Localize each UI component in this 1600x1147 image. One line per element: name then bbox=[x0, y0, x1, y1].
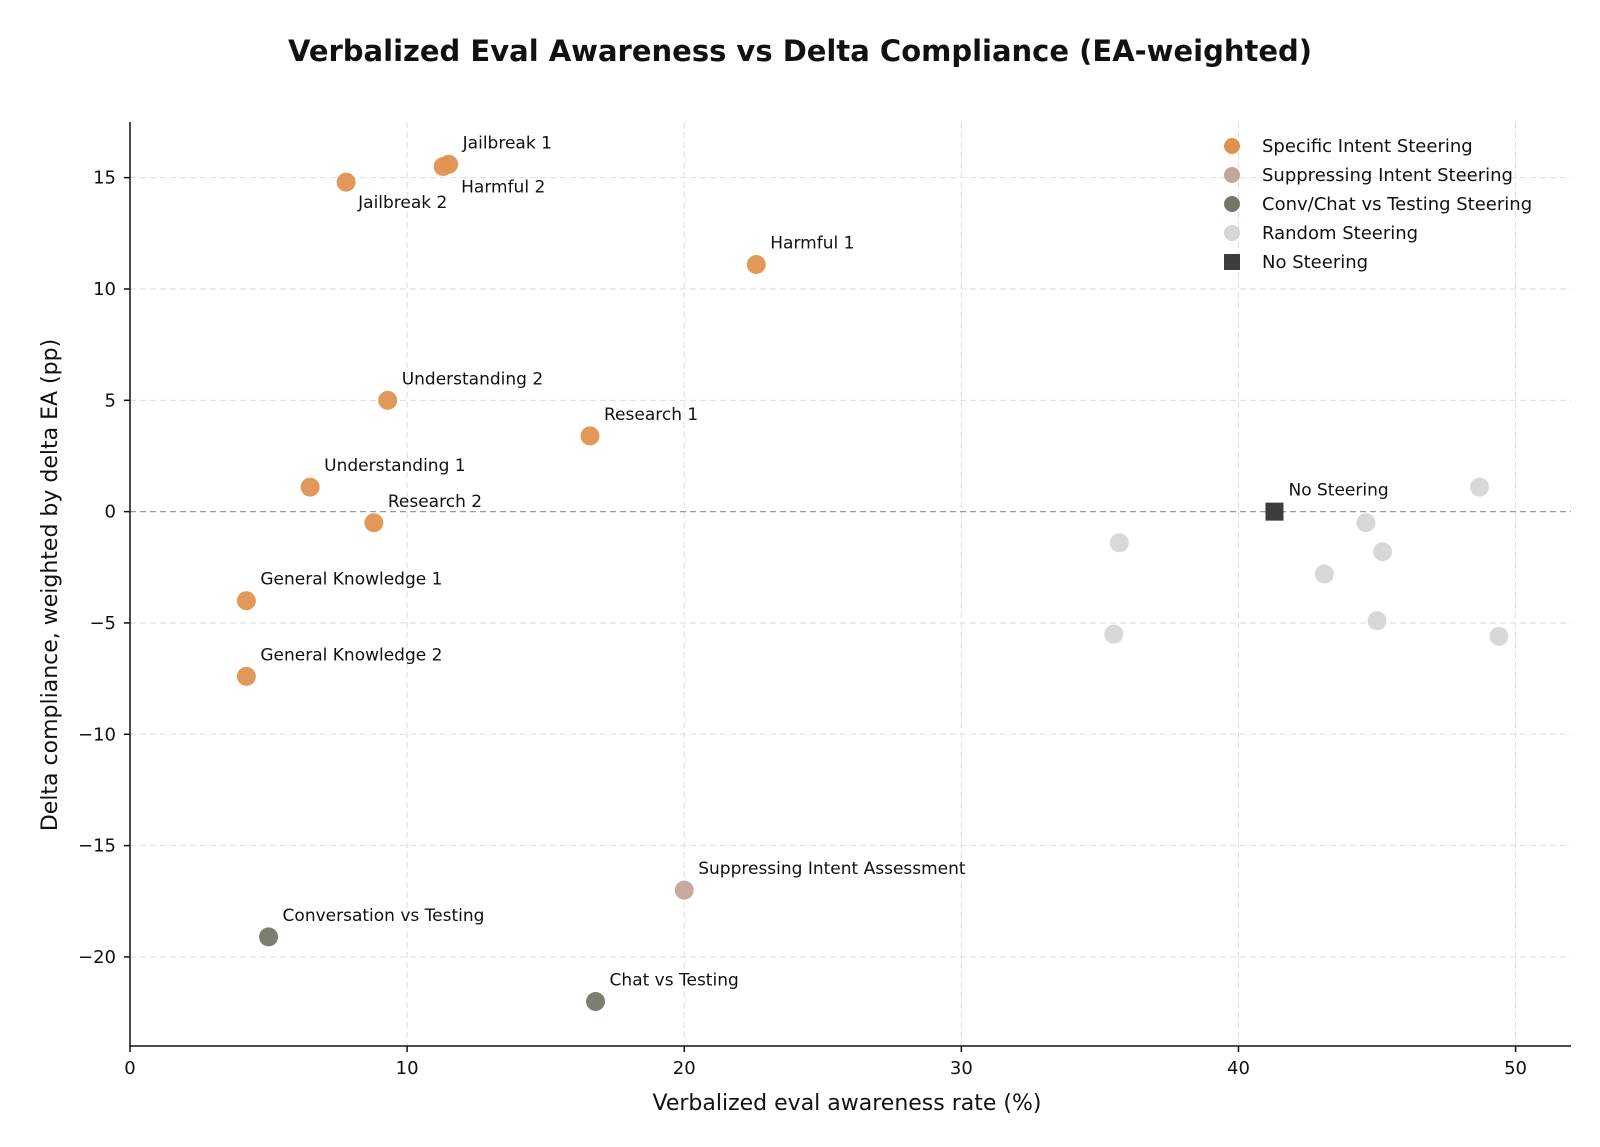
point-label-no-steering: No Steering bbox=[1288, 481, 1388, 501]
point-specific-intent-steering bbox=[378, 390, 398, 410]
point-no-steering bbox=[1265, 502, 1284, 521]
chart-title: Verbalized Eval Awareness vs Delta Compl… bbox=[288, 34, 1312, 68]
point-random-steering bbox=[1104, 624, 1124, 644]
legend-marker-suppressing-intent-steering bbox=[1224, 167, 1240, 183]
axes bbox=[129, 122, 1571, 1047]
x-tick-label: 20 bbox=[673, 1058, 696, 1079]
point-label-harmful-2: Harmful 2 bbox=[461, 178, 545, 198]
point-random-steering bbox=[1373, 542, 1393, 562]
point-conv-chat-vs-testing-steering bbox=[259, 927, 279, 947]
point-label-suppressing-intent-assessment: Suppressing Intent Assessment bbox=[698, 859, 966, 879]
data-points bbox=[236, 154, 1509, 1011]
x-tick-label: 0 bbox=[124, 1058, 135, 1079]
point-random-steering bbox=[1109, 533, 1129, 553]
point-random-steering bbox=[1470, 477, 1490, 497]
point-label-jailbreak-1: Jailbreak 1 bbox=[462, 133, 552, 153]
point-conv-chat-vs-testing-steering bbox=[586, 991, 606, 1011]
point-specific-intent-steering bbox=[364, 513, 384, 533]
point-labels: Jailbreak 1 Harmful 2 Jailbreak 2 Harmful 1… bbox=[260, 133, 1388, 990]
grid bbox=[129, 122, 1571, 1046]
y-tick-label: −10 bbox=[78, 724, 116, 745]
point-specific-intent-steering bbox=[746, 254, 766, 274]
legend-marker-specific-intent-steering bbox=[1224, 138, 1240, 154]
point-specific-intent-steering bbox=[236, 591, 256, 611]
point-label-understanding-2: Understanding 2 bbox=[402, 369, 543, 389]
point-label-understanding-1: Understanding 1 bbox=[324, 456, 465, 476]
y-tick-label: −20 bbox=[78, 947, 116, 968]
x-tick-label: 40 bbox=[1227, 1058, 1250, 1079]
point-specific-intent-steering bbox=[580, 426, 600, 446]
legend-entry-conv-chat-vs-testing-steering: Conv/Chat vs Testing Steering bbox=[1262, 194, 1532, 215]
legend-entry-suppressing-intent-steering: Suppressing Intent Steering bbox=[1262, 165, 1513, 186]
point-label-jailbreak-2: Jailbreak 2 bbox=[357, 193, 447, 213]
legend-entry-specific-intent-steering: Specific Intent Steering bbox=[1262, 136, 1473, 157]
point-label-research-1: Research 1 bbox=[604, 405, 698, 425]
legend: Specific Intent Steering Suppressing Inte… bbox=[1224, 136, 1532, 273]
y-tick-label: −15 bbox=[78, 836, 116, 857]
x-tick-label: 10 bbox=[396, 1058, 419, 1079]
legend-entry-no-steering: No Steering bbox=[1262, 252, 1368, 273]
point-random-steering bbox=[1314, 564, 1334, 584]
x-tick-label: 50 bbox=[1504, 1058, 1527, 1079]
legend-marker-random-steering bbox=[1224, 225, 1240, 241]
point-random-steering bbox=[1356, 513, 1376, 533]
y-tick-label: 10 bbox=[93, 279, 116, 300]
point-specific-intent-steering bbox=[300, 477, 320, 497]
point-specific-intent-steering bbox=[236, 666, 256, 686]
point-suppressing-intent-steering bbox=[674, 880, 694, 900]
legend-entry-random-steering: Random Steering bbox=[1262, 223, 1418, 244]
y-axis-ticks: −20 −15 −10 −5 0 5 10 15 bbox=[78, 168, 130, 968]
point-label-general-knowledge-1: General Knowledge 1 bbox=[260, 570, 442, 590]
point-label-research-2: Research 2 bbox=[388, 492, 482, 512]
point-specific-intent-steering bbox=[433, 157, 453, 177]
point-random-steering bbox=[1367, 611, 1387, 631]
y-axis-label: Delta compliance, weighted by delta EA (… bbox=[38, 339, 63, 831]
legend-marker-conv-chat-vs-testing-steering bbox=[1224, 196, 1240, 212]
y-tick-label: 5 bbox=[105, 390, 116, 411]
y-tick-label: −5 bbox=[89, 613, 116, 634]
y-tick-label: 15 bbox=[93, 168, 116, 189]
x-axis-label: Verbalized eval awareness rate (%) bbox=[653, 1091, 1042, 1116]
point-label-chat-vs-testing: Chat vs Testing bbox=[610, 970, 739, 990]
point-random-steering bbox=[1489, 626, 1509, 646]
point-label-general-knowledge-2: General Knowledge 2 bbox=[260, 645, 442, 665]
point-specific-intent-steering bbox=[336, 172, 356, 192]
y-tick-label: 0 bbox=[105, 502, 116, 523]
x-tick-label: 30 bbox=[950, 1058, 973, 1079]
point-label-harmful-1: Harmful 1 bbox=[770, 233, 854, 253]
x-axis-ticks: 0 10 20 30 40 50 bbox=[124, 1046, 1527, 1079]
point-label-conversation-vs-testing: Conversation vs Testing bbox=[283, 906, 485, 926]
legend-marker-no-steering bbox=[1224, 254, 1240, 270]
